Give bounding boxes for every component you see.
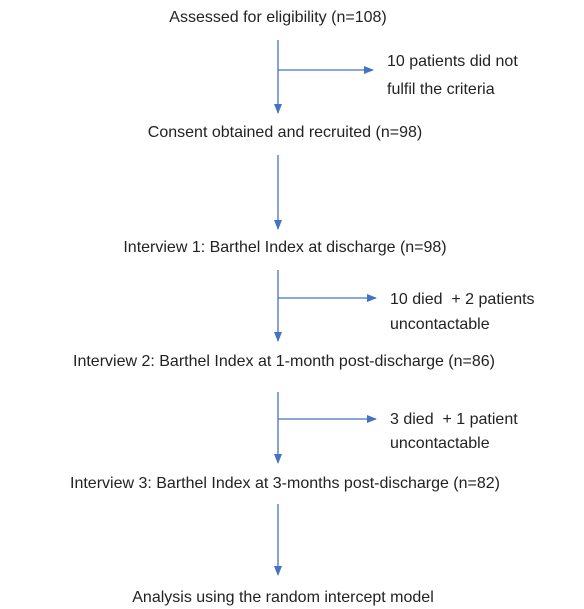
- exclusion-text: 3 died + 1 patient: [390, 411, 518, 428]
- exclusion-text: 10 died + 2 patients: [390, 291, 535, 308]
- node: Consent obtained and recruited (n=98): [148, 124, 422, 141]
- exclusion-text: fulfil the criteria: [387, 81, 495, 98]
- exclusion-text: uncontactable: [390, 435, 490, 452]
- exclusion-text: 10 patients did not: [387, 53, 518, 70]
- node: Interview 1: Barthel Index at discharge …: [123, 239, 446, 256]
- exclusion-text: uncontactable: [390, 316, 490, 333]
- node: Assessed for eligibility (n=108): [169, 9, 386, 26]
- node: Interview 2: Barthel Index at 1-month po…: [73, 353, 495, 370]
- node: Analysis using the random intercept mode…: [132, 589, 434, 606]
- node: Interview 3: Barthel Index at 3-months p…: [70, 475, 500, 492]
